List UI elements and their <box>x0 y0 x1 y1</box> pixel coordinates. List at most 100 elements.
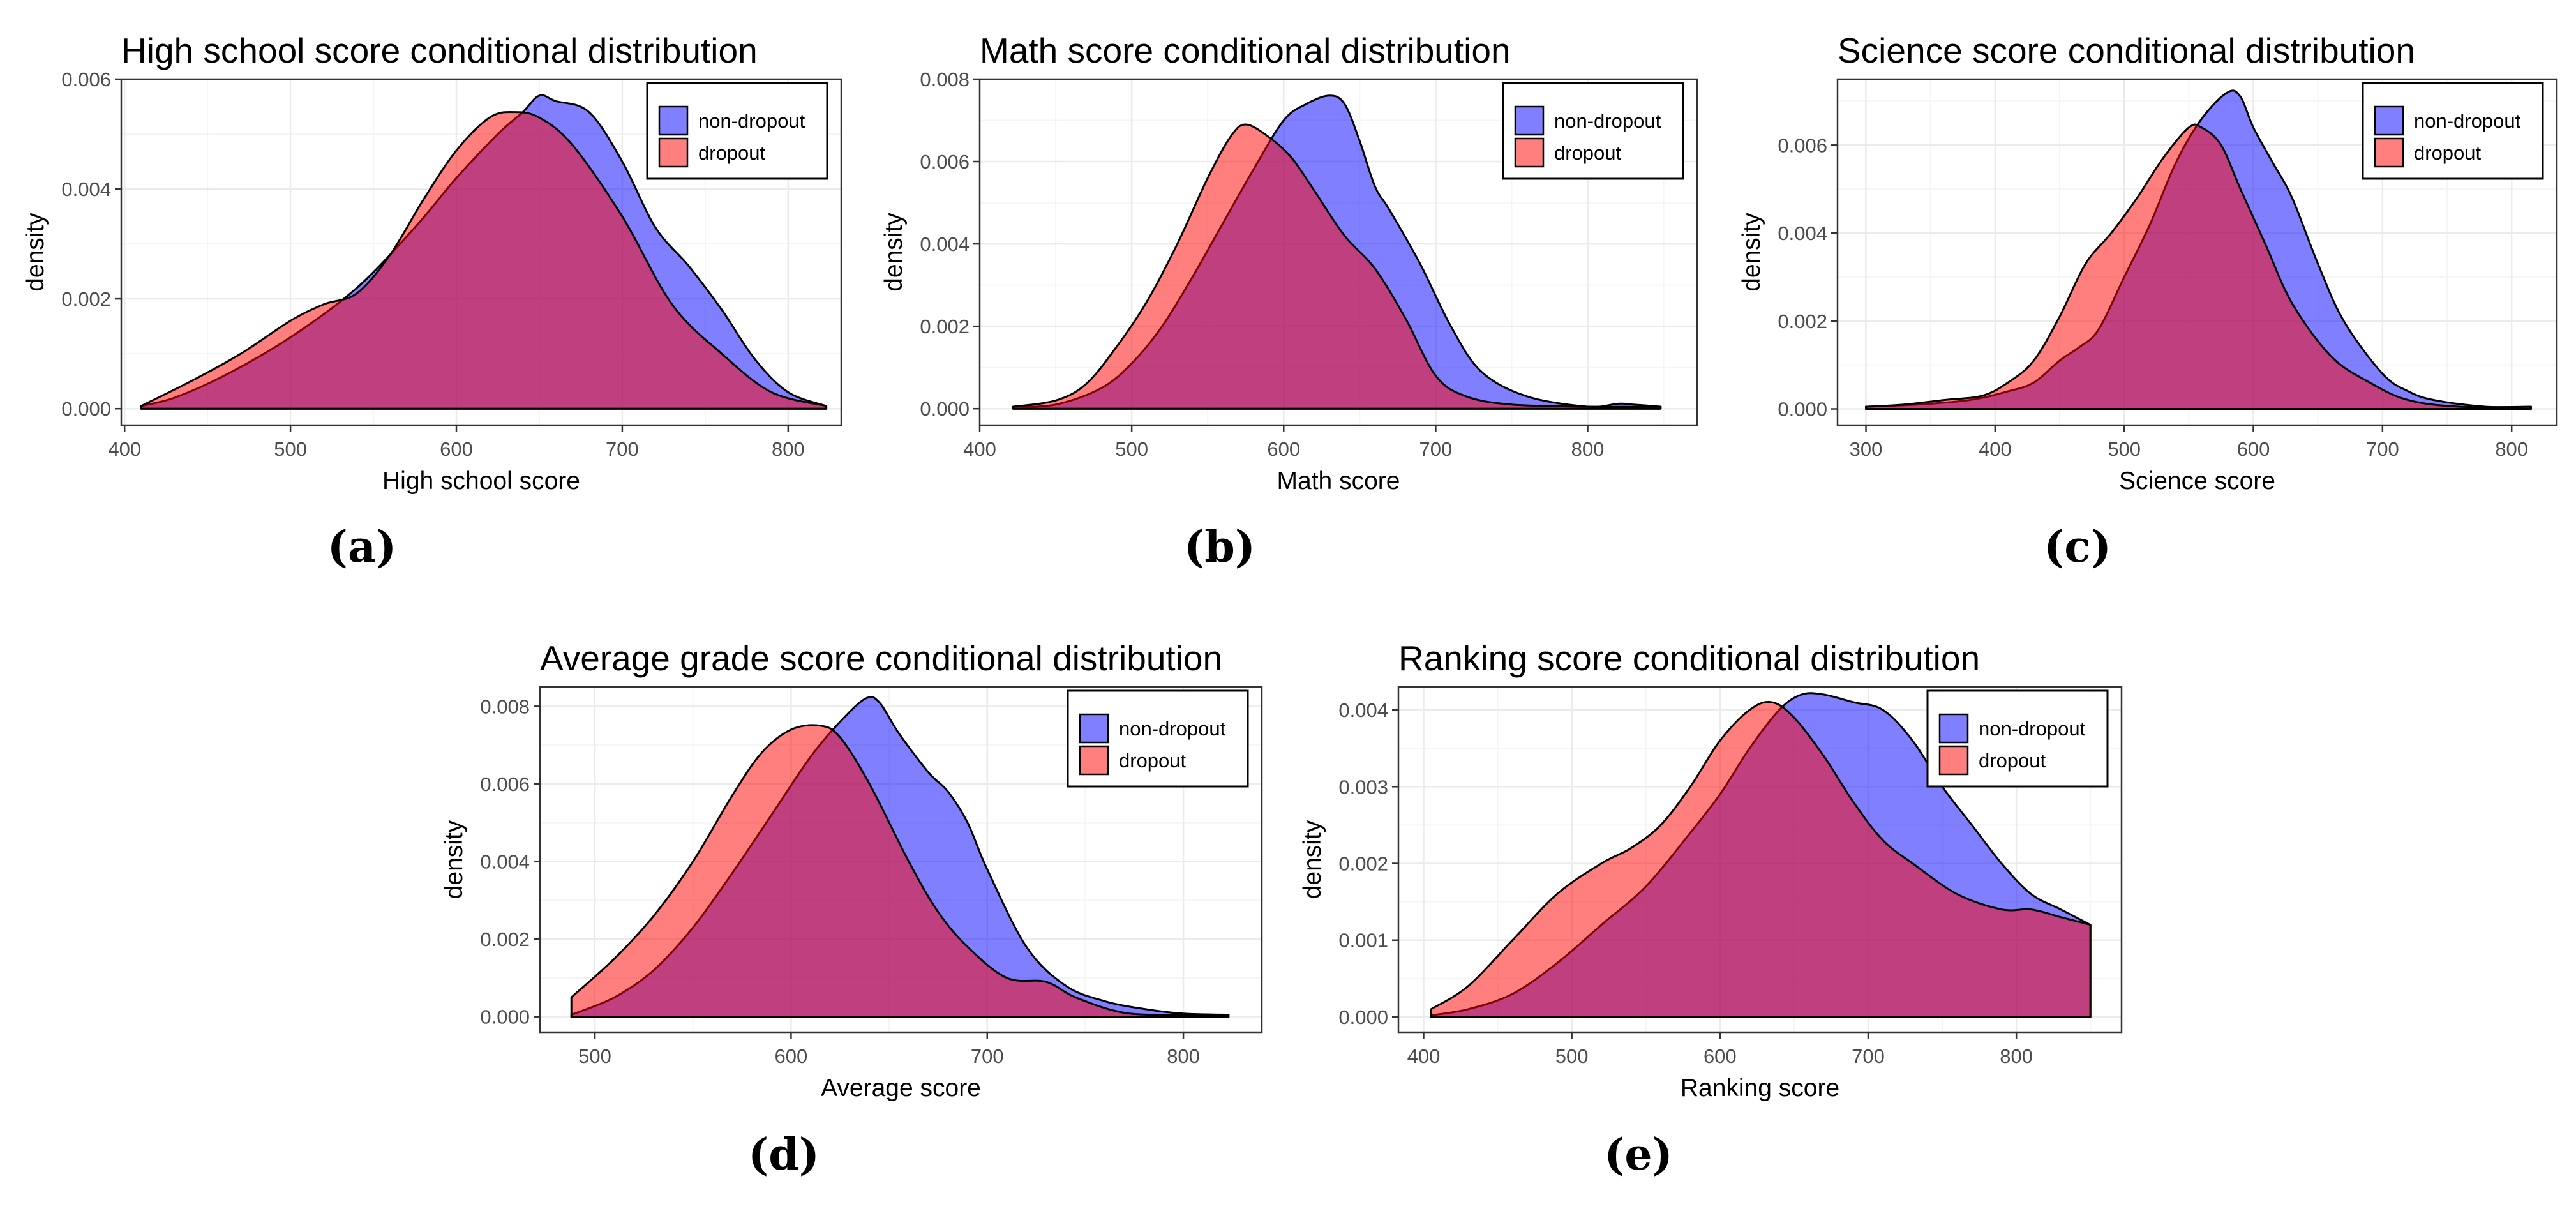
chart-panel: 300 400 500 600 700 800 0.000 0.002 0.004 0.006 Sc… <box>1738 31 2558 573</box>
density-area-dropout <box>140 111 828 410</box>
x-tick-label: 800 <box>1571 438 1605 460</box>
y-tick-label: 0.002 <box>1778 310 1827 333</box>
panel-border <box>978 78 1698 426</box>
legend-label-dropout: dropout <box>2414 142 2482 164</box>
x-tick-label: 600 <box>2237 438 2270 460</box>
x-axis-title: Math score <box>1277 467 1400 495</box>
density-area-dropout <box>570 724 1230 1018</box>
x-tick-label: 400 <box>963 438 996 460</box>
x-tick-label: 600 <box>775 1045 808 1067</box>
y-tick-label: 0.004 <box>1778 222 1827 244</box>
x-tick-label: 800 <box>772 438 805 460</box>
y-tick-label: 0.002 <box>920 315 970 338</box>
x-tick-label: 700 <box>1419 438 1453 460</box>
y-tick-label: 0.001 <box>1338 929 1388 952</box>
panel-border <box>1397 686 2123 1034</box>
y-tick-label: 0.000 <box>1778 398 1827 421</box>
x-tick-label: 600 <box>440 438 473 460</box>
x-tick-label: 800 <box>2000 1045 2033 1067</box>
legend-label-non-dropout: non-dropout <box>1119 718 1226 740</box>
legend-swatch-non-dropout <box>1514 105 1545 136</box>
chart-panel: 400 500 600 700 800 0.000 0.002 0.004 0.006 High … <box>22 31 842 573</box>
y-axis-title: density <box>440 820 468 899</box>
x-axis-title: Ranking score <box>1681 1074 1839 1102</box>
legend-label-dropout: dropout <box>1979 749 2046 772</box>
y-tick-label: 0.003 <box>1338 776 1388 798</box>
legend-swatch-dropout <box>1514 137 1545 168</box>
x-tick-label: 700 <box>971 1045 1004 1067</box>
x-axis-title: Science score <box>2119 467 2275 495</box>
y-tick-label: 0.002 <box>480 928 530 951</box>
x-tick-label: 400 <box>1407 1045 1441 1067</box>
panel-border <box>120 78 842 426</box>
panel-border <box>1836 78 2558 426</box>
legend-label-non-dropout: non-dropout <box>698 110 805 132</box>
legend-swatch-non-dropout <box>1079 713 1109 744</box>
x-tick-label: 700 <box>606 438 639 460</box>
y-tick-label: 0.006 <box>1778 134 1827 156</box>
x-tick-label: 700 <box>2366 438 2399 460</box>
legend-swatch-dropout <box>2374 137 2404 168</box>
y-axis-title: density <box>1738 213 1765 292</box>
panel-caption: (c) <box>2044 522 2111 573</box>
legend: non-dropout dropout <box>1926 689 2109 788</box>
x-tick-label: 400 <box>108 438 141 460</box>
x-tick-label: 800 <box>2495 438 2528 460</box>
x-axis-title: Average score <box>821 1074 981 1102</box>
x-tick-label: 500 <box>578 1045 611 1067</box>
y-tick-label: 0.008 <box>920 68 970 91</box>
chart-panel: 500 600 700 800 0.000 0.002 0.004 0.006 0.008 Ave… <box>440 638 1263 1180</box>
y-tick-label: 0.006 <box>480 773 530 795</box>
density-area-dropout <box>1865 123 2532 410</box>
y-tick-label: 0.004 <box>1338 699 1388 721</box>
legend-swatch-non-dropout <box>1938 713 1969 744</box>
panel-border <box>539 686 1263 1034</box>
y-tick-label: 0.002 <box>61 288 111 310</box>
legend-label-dropout: dropout <box>1554 142 1622 164</box>
density-area-dropout <box>1430 701 2092 1018</box>
panel-caption: (b) <box>1184 522 1255 573</box>
x-tick-label: 700 <box>1852 1045 1885 1067</box>
y-tick-label: 0.006 <box>920 151 970 173</box>
y-tick-label: 0.000 <box>61 398 111 420</box>
legend-label-dropout: dropout <box>1119 749 1187 772</box>
panel-caption: (e) <box>1604 1129 1673 1180</box>
y-tick-label: 0.000 <box>480 1006 530 1028</box>
chart-panel: 400 500 600 700 800 0.000 0.001 0.002 0.003 0.004… <box>1299 638 2123 1180</box>
y-tick-label: 0.004 <box>61 178 111 200</box>
y-tick-label: 0.006 <box>61 68 111 91</box>
legend: non-dropout dropout <box>2362 82 2544 180</box>
chart-title: Average grade score conditional distribu… <box>540 638 1222 678</box>
legend-label-dropout: dropout <box>698 142 766 164</box>
density-area-dropout <box>1012 123 1662 410</box>
legend-swatch-dropout <box>1079 745 1109 776</box>
x-tick-label: 500 <box>1115 438 1148 460</box>
x-tick-label: 300 <box>1850 438 1883 460</box>
x-tick-label: 600 <box>1267 438 1300 460</box>
legend-swatch-dropout <box>1938 745 1969 776</box>
x-axis-title: High school score <box>382 467 580 495</box>
y-tick-label: 0.008 <box>480 695 530 718</box>
legend: non-dropout dropout <box>1067 689 1249 788</box>
chart-title: Science score conditional distribution <box>1838 31 2415 70</box>
x-tick-label: 500 <box>2108 438 2141 460</box>
chart-panel: 400 500 600 700 800 0.000 0.002 0.004 0.006 0.008… <box>880 31 1698 573</box>
x-tick-label: 400 <box>1979 438 2012 460</box>
y-axis-title: density <box>880 213 908 292</box>
legend-swatch-non-dropout <box>2374 105 2404 136</box>
y-tick-label: 0.000 <box>920 398 970 420</box>
y-axis-title: density <box>1299 820 1326 899</box>
x-tick-label: 500 <box>274 438 307 460</box>
legend: non-dropout dropout <box>646 82 828 180</box>
legend: non-dropout dropout <box>1502 82 1684 180</box>
x-tick-label: 500 <box>1555 1045 1589 1067</box>
y-tick-label: 0.004 <box>920 233 970 255</box>
y-axis-title: density <box>22 213 49 292</box>
legend-swatch-dropout <box>658 137 689 168</box>
x-tick-label: 600 <box>1704 1045 1737 1067</box>
y-tick-label: 0.000 <box>1338 1006 1388 1028</box>
legend-swatch-non-dropout <box>658 105 689 136</box>
chart-title: High school score conditional distributi… <box>121 31 758 70</box>
legend-label-non-dropout: non-dropout <box>1554 110 1661 132</box>
x-tick-label: 800 <box>1167 1045 1200 1067</box>
